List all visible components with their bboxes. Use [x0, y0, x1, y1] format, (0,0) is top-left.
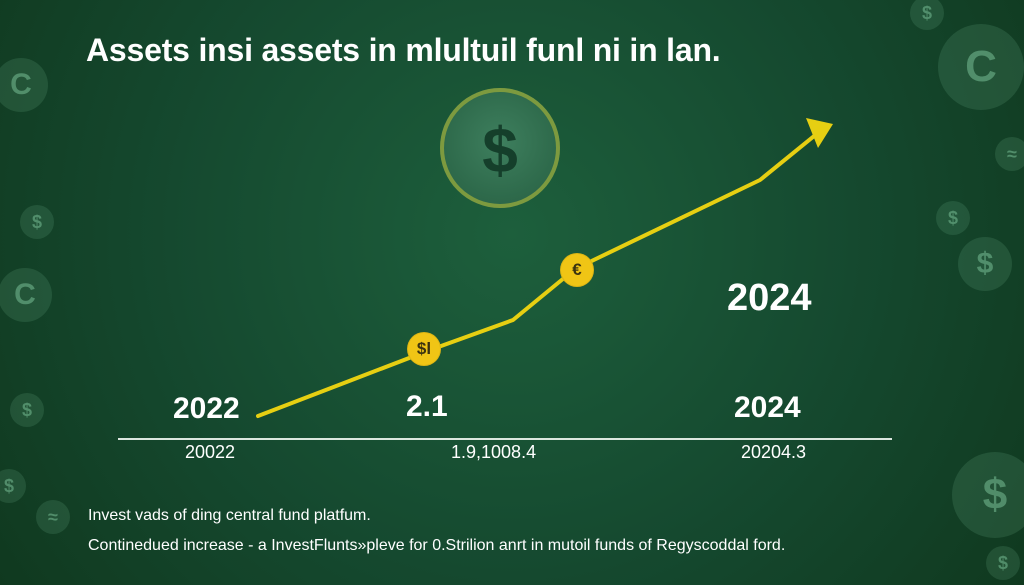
dollar-coin-symbol: $	[482, 114, 518, 186]
euro-icon-glyph: C	[10, 68, 32, 101]
chart-title: Assets insi assets in mlultuil funl ni i…	[86, 32, 721, 68]
sub-right-label: 20204.3	[741, 442, 807, 462]
wave-icon-glyph: ≈	[1007, 143, 1017, 164]
year-2024-top-label: 2024	[727, 277, 812, 319]
sub-left-label: 20022	[185, 442, 236, 462]
wave-icon-glyph: ≈	[48, 506, 58, 527]
dollar-icon-glyph: $	[976, 247, 994, 280]
dollar-icon: $	[936, 201, 970, 235]
dollar-icon-glyph: $	[21, 399, 32, 420]
dollar-marker-icon: $l	[407, 332, 441, 366]
euro-icon: C	[938, 24, 1024, 110]
dollar-icon-glyph: $	[921, 2, 932, 23]
dollar-icon: $	[958, 237, 1012, 291]
euro-icon-glyph: C	[14, 278, 36, 311]
euro-icon: C	[0, 58, 48, 112]
dollar-icon: $	[952, 452, 1024, 538]
arrow-head-icon	[806, 118, 833, 148]
dollar-marker-label: $l	[416, 339, 432, 358]
value-mid-label: 2.1	[406, 390, 448, 423]
series-line	[256, 126, 826, 418]
dollar-icon-glyph: $	[947, 207, 958, 228]
description-line-1: Invest vads of ding central fund platfum…	[88, 507, 371, 524]
dollar-icon-glyph: $	[997, 552, 1008, 573]
x-axis-line	[118, 438, 892, 440]
euro-marker-icon: €	[560, 253, 594, 287]
euro-icon-glyph: C	[965, 42, 997, 91]
dollar-coin-icon: $	[440, 88, 560, 208]
wave-icon: ≈	[995, 137, 1024, 171]
wave-icon: ≈	[36, 500, 70, 534]
dollar-icon: $	[20, 205, 54, 239]
dollar-icon: $	[910, 0, 944, 30]
euro-icon: C	[0, 268, 52, 322]
dollar-icon: $	[986, 546, 1020, 580]
year-2022-label: 2022	[173, 392, 240, 425]
dollar-icon: $	[0, 469, 26, 503]
year-2024-right-label: 2024	[734, 391, 801, 424]
sub-mid-label: 1.9,1008.4	[451, 442, 537, 462]
dollar-icon-glyph: $	[982, 470, 1008, 519]
dollar-icon-glyph: $	[3, 475, 14, 496]
dollar-icon: $	[10, 393, 44, 427]
dollar-icon-glyph: $	[31, 211, 42, 232]
description-line-2: Continedued increase - a InvestFlunts»pl…	[88, 537, 786, 554]
euro-marker-label: €	[572, 260, 582, 279]
